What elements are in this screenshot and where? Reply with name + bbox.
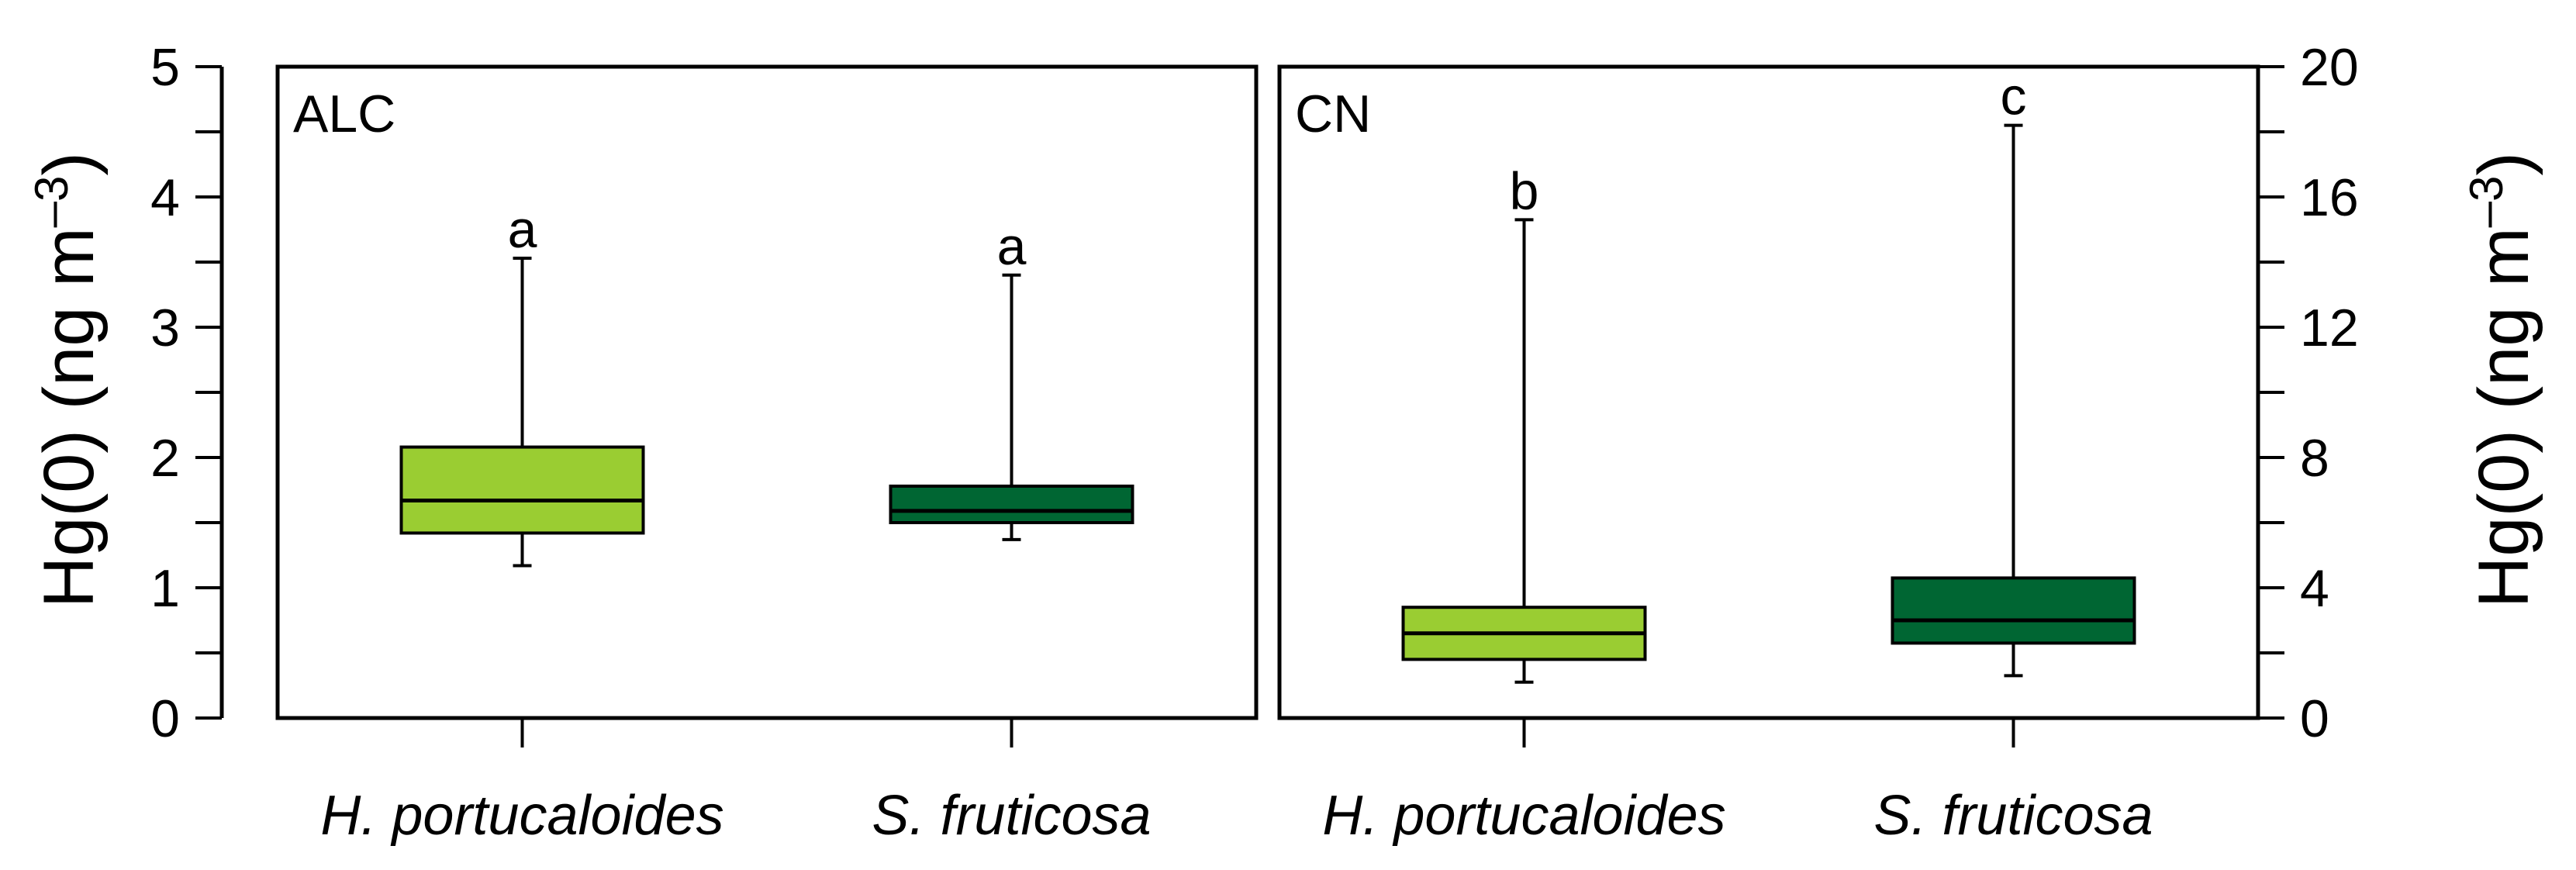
y-tick-label: 3 [150,299,180,357]
panel-label-cn: CN [1295,85,1371,143]
iqr-box [399,445,645,535]
significance-letter: a [508,200,537,259]
y-tick-label: 2 [150,429,180,488]
panel-label-alc: ALC [293,85,395,143]
significance-letter: a [997,217,1027,276]
significance-letter: c [2001,67,2027,126]
x-category-label: S. fruticosa [872,785,1151,847]
y-tick-label: 4 [150,168,180,227]
x-category-label: H. portucaloides [1322,785,1725,847]
y-tick-label: 0 [2300,689,2329,748]
y-tick-label: 20 [2300,38,2359,97]
y-tick-label: 8 [2300,429,2329,488]
y-tick-label: 1 [150,559,180,618]
iqr-box [1891,576,2136,645]
right-y-axis-title: Hg(0) (ng m–3) [2460,152,2544,608]
y-tick-label: 5 [150,38,180,97]
y-tick-label: 16 [2300,168,2359,227]
right-y-axis-title-sup: –3 [2460,176,2512,228]
y-tick-label: 4 [2300,559,2329,618]
x-category-label: H. portucaloides [320,785,723,847]
left-y-axis-title: Hg(0) (ng m–3) [26,152,109,608]
significance-letter: b [1510,161,1539,220]
left-y-axis-title-sup: –3 [26,176,78,228]
y-tick-label: 12 [2300,299,2359,357]
y-tick-label: 0 [150,689,180,748]
iqr-box [889,484,1134,525]
panel-alc-frame [275,64,1259,720]
x-category-label: S. fruticosa [1873,785,2153,847]
